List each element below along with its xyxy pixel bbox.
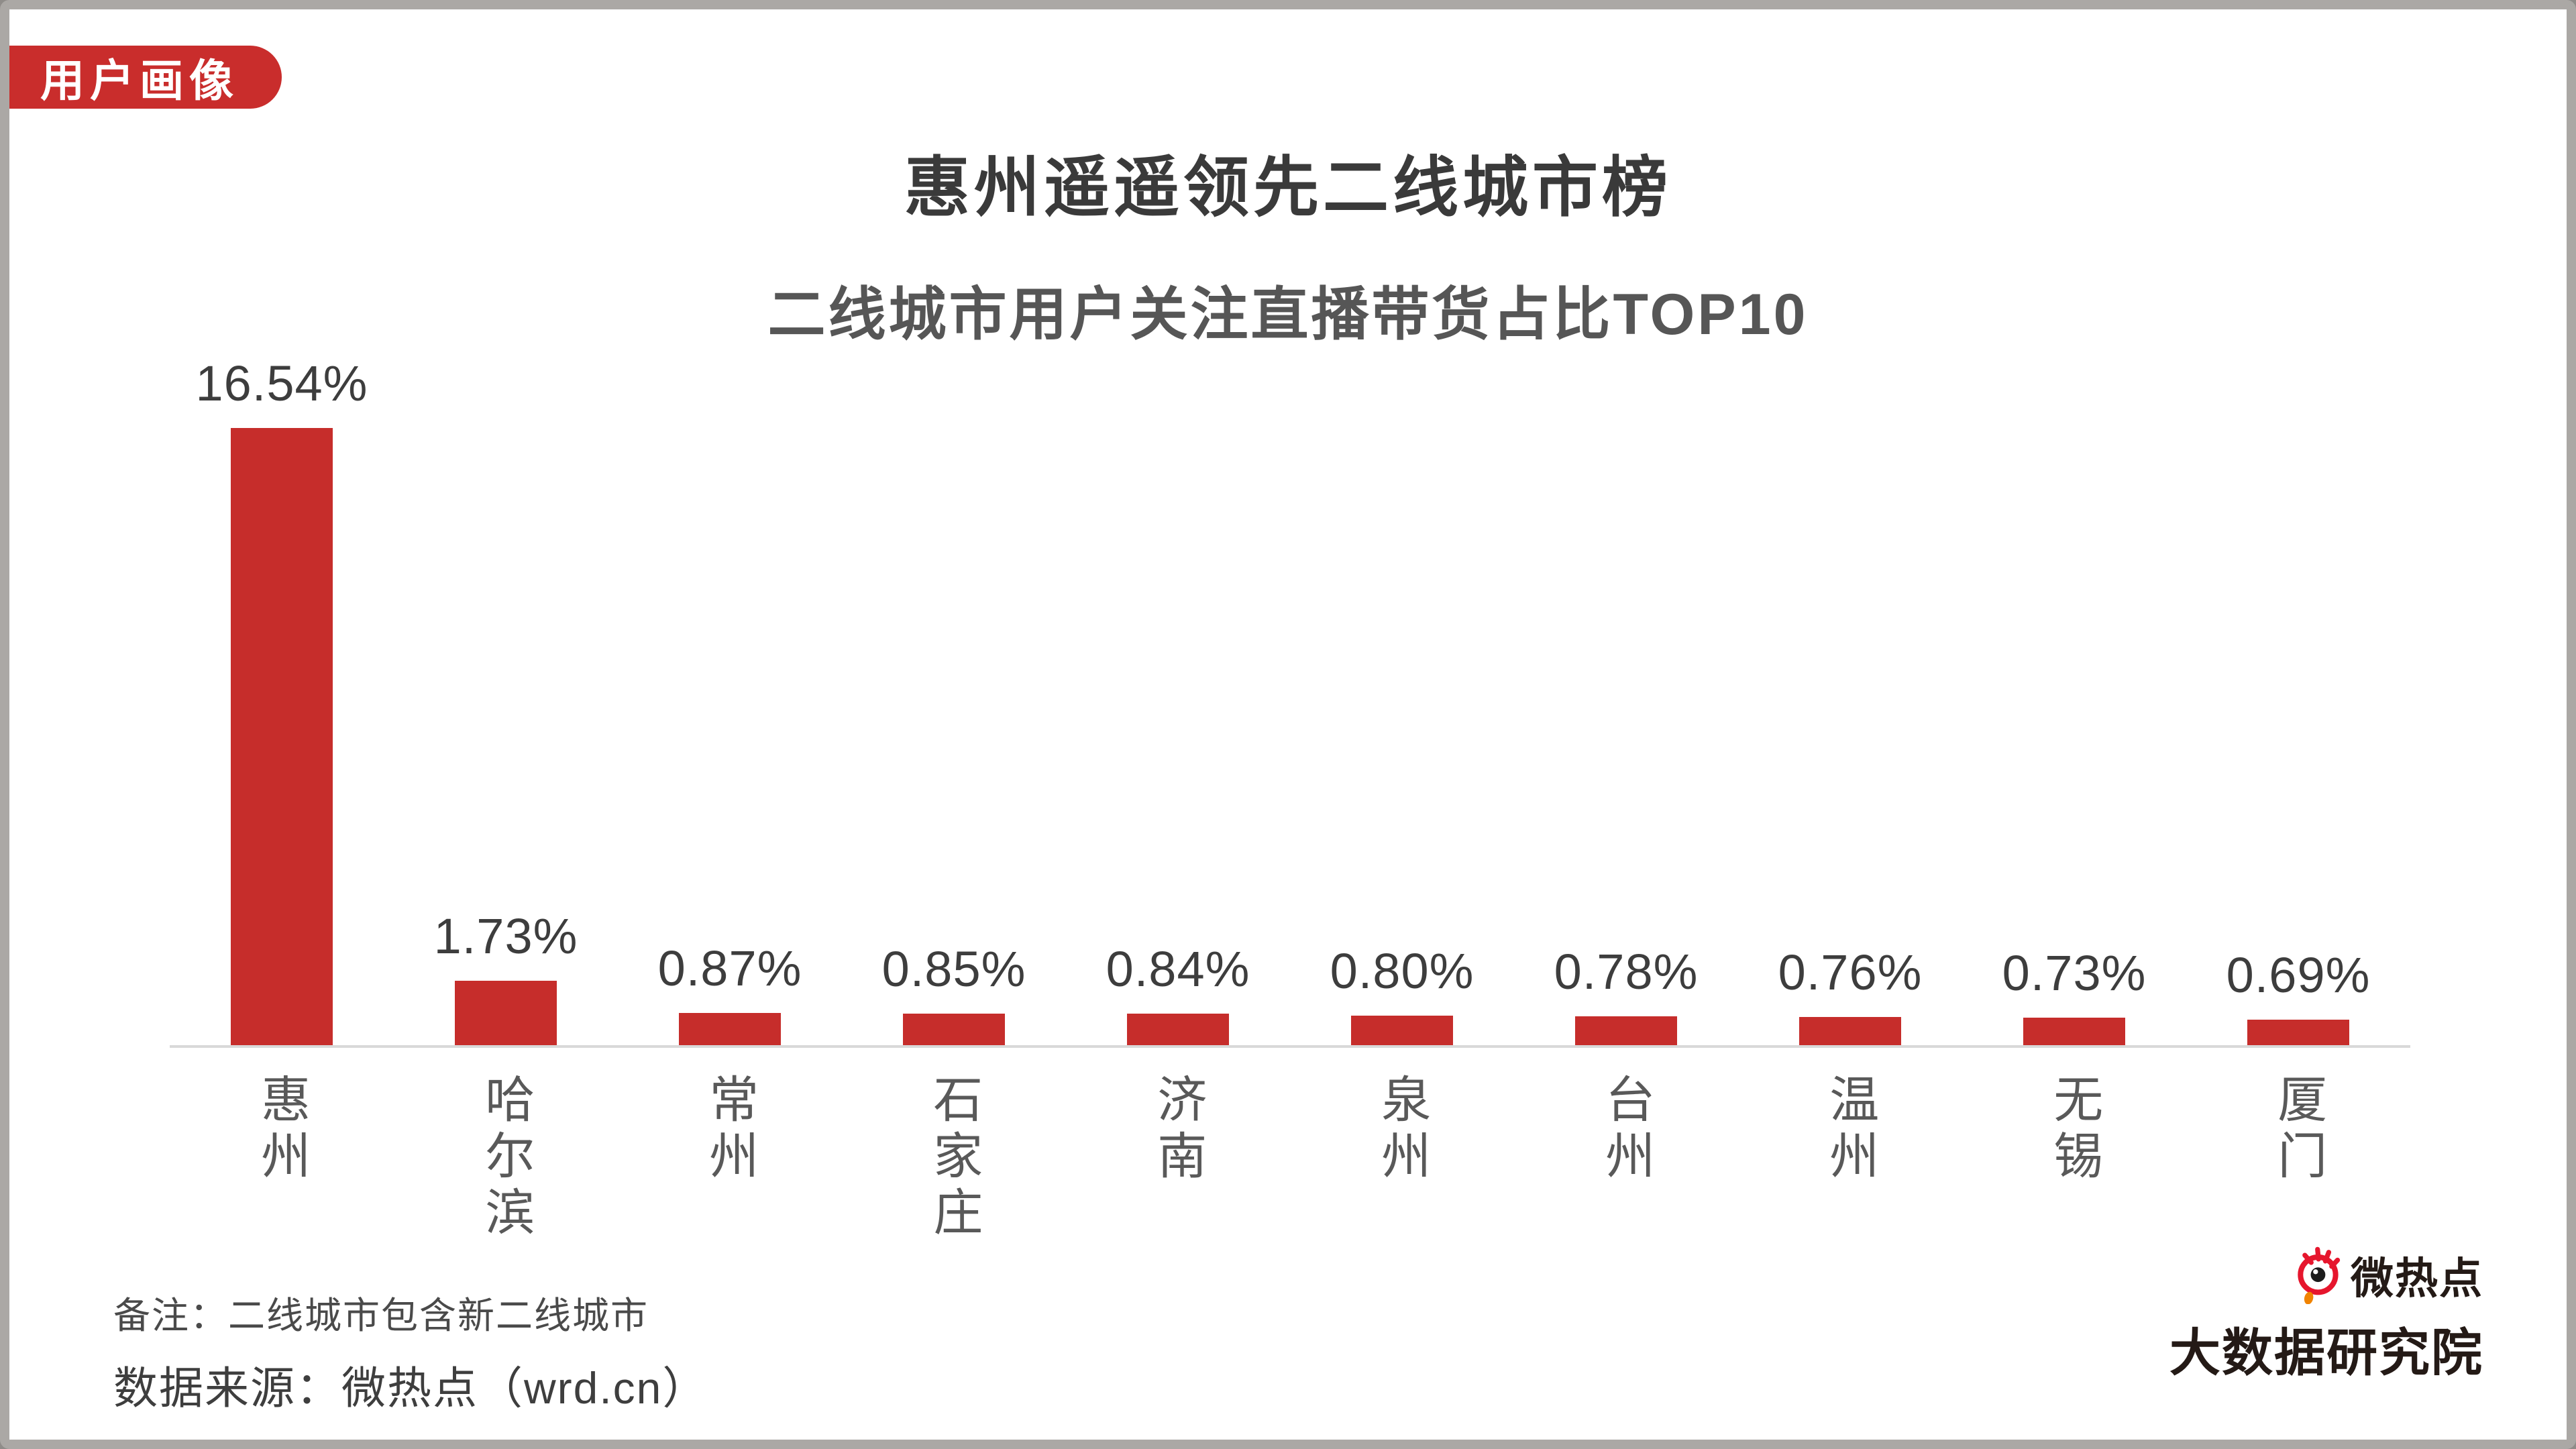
value-label: 0.73% <box>2002 945 2147 1001</box>
city-name: 惠州 <box>254 1073 310 1186</box>
bar <box>1127 1014 1229 1045</box>
logo-row: 微热点 <box>2290 1242 2483 1307</box>
x-axis-label: 惠州 <box>170 1073 394 1242</box>
badge-label: 用户画像 <box>40 56 239 105</box>
x-axis-label: 济南 <box>1066 1073 1290 1242</box>
data-source: 数据来源：微热点（wrd.cn） <box>113 1363 708 1413</box>
bar <box>679 1013 781 1045</box>
user-portrait-badge: 用户画像 <box>9 46 282 109</box>
bar <box>2247 1020 2349 1045</box>
logo-name: 微热点 <box>2351 1254 2483 1303</box>
logo-org: 大数据研究院 <box>2169 1325 2483 1382</box>
bar-column: 0.87% <box>618 940 842 1045</box>
bar <box>1351 1016 1453 1045</box>
x-axis-label: 无锡 <box>1962 1073 2186 1242</box>
value-label: 0.85% <box>881 941 1026 997</box>
bar-column: 0.73% <box>1962 945 2186 1045</box>
bar-chart: 16.54% 1.73% 0.87% 0.85% 0.84% 0.80% 0.78% 0.76… <box>170 307 2410 1048</box>
value-label: 0.69% <box>2226 947 2371 1003</box>
chart-title: 惠州遥遥领先二线城市榜 <box>904 150 1672 224</box>
x-axis-labels: 惠州 哈尔滨 常州 石家庄 济南 泉州 台州 温州 无锡 厦门 <box>170 1073 2410 1242</box>
city-name: 济南 <box>1150 1073 1206 1186</box>
bar-column: 0.85% <box>842 941 1066 1045</box>
x-axis-label: 常州 <box>618 1073 842 1242</box>
x-axis-label: 哈尔滨 <box>394 1073 618 1242</box>
x-axis-label: 温州 <box>1738 1073 1962 1242</box>
value-label: 1.73% <box>433 908 578 964</box>
x-axis-label: 泉州 <box>1290 1073 1514 1242</box>
city-name: 厦门 <box>2270 1073 2326 1186</box>
city-name: 泉州 <box>1374 1073 1430 1186</box>
city-name: 石家庄 <box>926 1073 982 1242</box>
x-axis-label: 台州 <box>1514 1073 1738 1242</box>
bar <box>903 1014 1005 1045</box>
bar-column: 16.54% <box>170 355 394 1045</box>
city-name: 无锡 <box>2046 1073 2102 1186</box>
value-label: 0.87% <box>657 941 802 996</box>
x-axis-label: 厦门 <box>2186 1073 2410 1242</box>
bar-column: 0.76% <box>1738 944 1962 1045</box>
bar-column: 0.78% <box>1514 943 1738 1045</box>
weibo-eye-icon <box>2290 1242 2344 1307</box>
city-name: 温州 <box>1822 1073 1878 1186</box>
value-label: 0.78% <box>1554 944 1699 1000</box>
bar <box>231 428 333 1045</box>
value-label: 0.80% <box>1330 943 1474 999</box>
bar <box>1799 1017 1901 1045</box>
city-name: 台州 <box>1598 1073 1654 1186</box>
chart-subtitle: 二线城市用户关注直播带货占比TOP10 <box>767 282 1809 347</box>
bar-column: 0.69% <box>2186 947 2410 1045</box>
bar <box>455 981 557 1045</box>
bar-column: 0.80% <box>1290 943 1514 1045</box>
bar <box>2023 1018 2125 1045</box>
footnote: 备注：二线城市包含新二线城市 <box>113 1295 649 1336</box>
x-axis-label: 石家庄 <box>842 1073 1066 1242</box>
brand-logo: 微热点 大数据研究院 <box>2169 1242 2483 1385</box>
bar <box>1575 1016 1677 1045</box>
bar-column: 0.84% <box>1066 941 1290 1045</box>
value-label: 16.54% <box>195 356 368 411</box>
value-label: 0.84% <box>1106 941 1250 997</box>
city-name: 哈尔滨 <box>478 1073 534 1242</box>
bar-column: 1.73% <box>394 908 618 1045</box>
value-label: 0.76% <box>1778 945 1923 1000</box>
city-name: 常州 <box>702 1073 758 1186</box>
